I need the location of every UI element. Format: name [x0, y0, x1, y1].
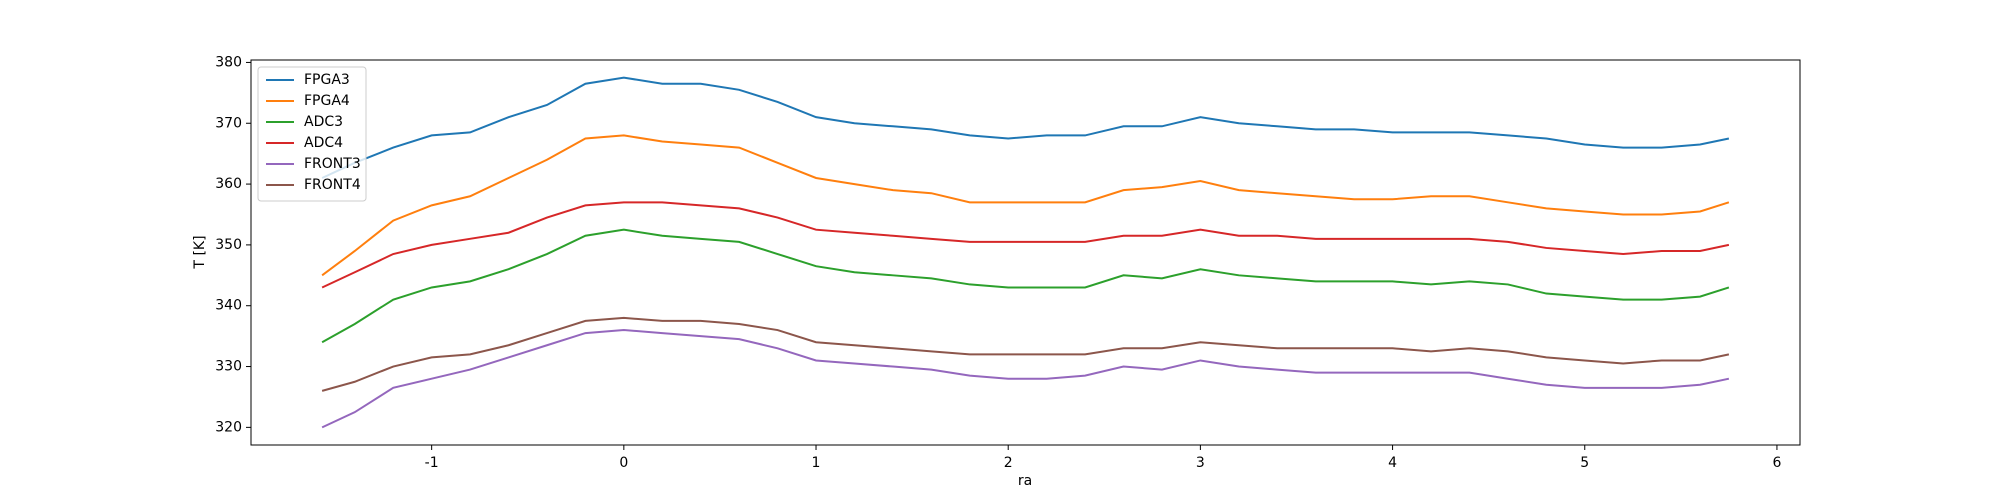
x-tick-label: 0 [619, 455, 628, 471]
series-line [321, 228, 1730, 344]
x-tick-label: 6 [1772, 455, 1781, 471]
y-tick-label: 360 [215, 176, 242, 192]
y-tick-label: 370 [215, 115, 242, 131]
y-tick-label: 330 [215, 359, 242, 375]
legend-label: FRONT4 [304, 177, 361, 193]
x-tick-label: 1 [812, 455, 821, 471]
series-line [321, 201, 1730, 289]
series-line [321, 134, 1730, 277]
series-line [321, 329, 1730, 429]
y-tick-label: 340 [215, 298, 242, 314]
x-tick-label: 2 [1004, 455, 1013, 471]
y-tick-label: 320 [215, 419, 242, 435]
plot-frame [250, 59, 1801, 446]
x-tick-label: -1 [425, 455, 439, 471]
x-axis-label: ra [1018, 473, 1032, 489]
legend-label: FPGA3 [304, 72, 350, 88]
series-line [321, 316, 1730, 392]
y-axis-label: T [K] [192, 235, 208, 269]
y-tick-label: 350 [215, 237, 242, 253]
series-line [321, 76, 1730, 179]
legend-label: ADC4 [304, 135, 343, 151]
legend-label: FPGA4 [304, 93, 350, 109]
x-tick-label: 5 [1580, 455, 1589, 471]
legend-label: FRONT3 [304, 156, 361, 172]
y-tick-label: 380 [215, 54, 242, 70]
x-tick-label: 4 [1388, 455, 1397, 471]
legend-label: ADC3 [304, 114, 343, 130]
x-tick-label: 3 [1196, 455, 1205, 471]
